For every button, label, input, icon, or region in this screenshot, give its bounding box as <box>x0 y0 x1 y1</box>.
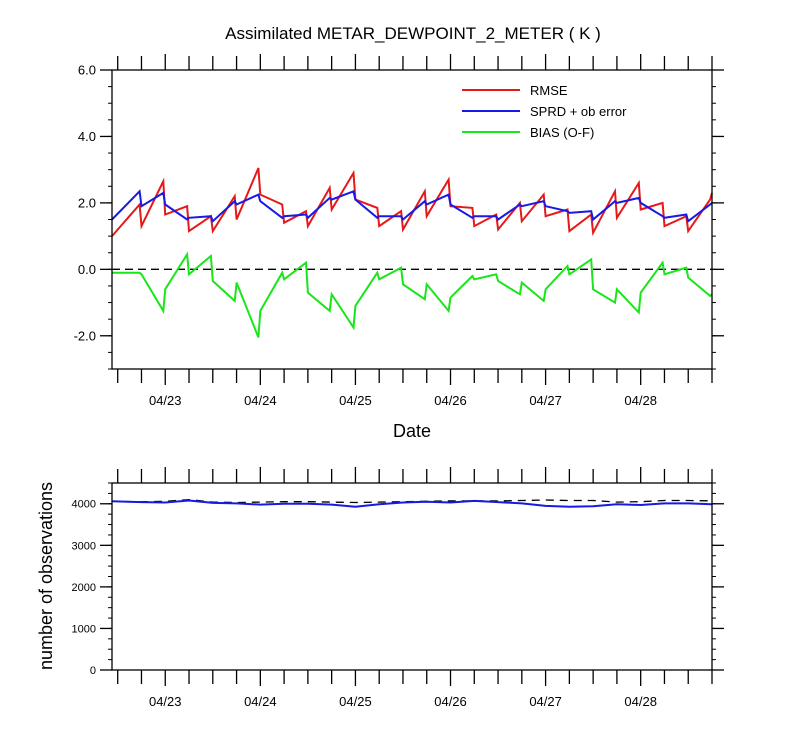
x-tick-label: 04/25 <box>339 694 372 709</box>
y-tick-label: 4000 <box>72 499 96 511</box>
series-line-sprd-ob-error <box>111 189 713 223</box>
y-tick-label: 4.0 <box>78 129 96 144</box>
top-chart-panel: Assimilated METAR_DEWPOINT_2_METER ( K )… <box>74 24 724 441</box>
y-tick-label: 0.0 <box>78 262 96 277</box>
legend-label-rmse: RMSE <box>530 83 568 98</box>
y-tick-label: 1000 <box>72 623 96 635</box>
y-tick-label: 3000 <box>72 540 96 552</box>
series-line-bias-o-f <box>112 251 713 338</box>
x-tick-label: 04/23 <box>149 694 182 709</box>
y-tick-label: 2.0 <box>78 196 96 211</box>
x-tick-label: 04/27 <box>529 393 562 408</box>
y-tick-label: 2000 <box>72 582 96 594</box>
plot-frame <box>111 482 713 671</box>
legend: RMSE SPRD + ob error BIAS (O-F) <box>462 83 627 140</box>
x-axis-ticks: 04/23 04/24 04/25 04/26 04/27 04/28 <box>117 54 713 408</box>
y-axis-ticks: 6.0 4.0 2.0 0.0 -2.0 <box>74 63 724 370</box>
x-tick-label: 04/23 <box>149 393 182 408</box>
x-tick-label: 04/28 <box>624 393 657 408</box>
bottom-chart-panel: number of observations 4000 3000 2000 1000 0… <box>36 467 724 709</box>
plot-series <box>111 167 713 338</box>
x-tick-label: 04/24 <box>244 393 277 408</box>
chart-title: Assimilated METAR_DEWPOINT_2_METER ( K ) <box>225 24 601 43</box>
y-axis-label: number of observations <box>36 482 56 670</box>
x-tick-label: 04/27 <box>529 694 562 709</box>
y-tick-label: 6.0 <box>78 63 96 78</box>
x-tick-label: 04/25 <box>339 393 372 408</box>
x-axis-label: Date <box>393 421 431 441</box>
x-tick-label: 04/26 <box>434 694 467 709</box>
legend-label-sprd-ob-error: SPRD + ob error <box>530 104 627 119</box>
y-tick-label: -2.0 <box>74 328 96 343</box>
series-line-rmse <box>111 167 713 237</box>
y-tick-label: 0 <box>90 665 96 677</box>
y-axis-ticks: 4000 3000 2000 1000 0 <box>72 482 724 677</box>
x-tick-label: 04/28 <box>624 694 657 709</box>
plot-frame <box>111 69 713 370</box>
legend-label-bias-o-f: BIAS (O-F) <box>530 125 594 140</box>
x-tick-label: 04/24 <box>244 694 277 709</box>
x-tick-label: 04/26 <box>434 393 467 408</box>
plot-series <box>111 498 713 508</box>
series-line-solid-1 <box>111 499 713 508</box>
x-axis-ticks: 04/23 04/24 04/25 04/26 04/27 04/28 <box>117 467 713 709</box>
